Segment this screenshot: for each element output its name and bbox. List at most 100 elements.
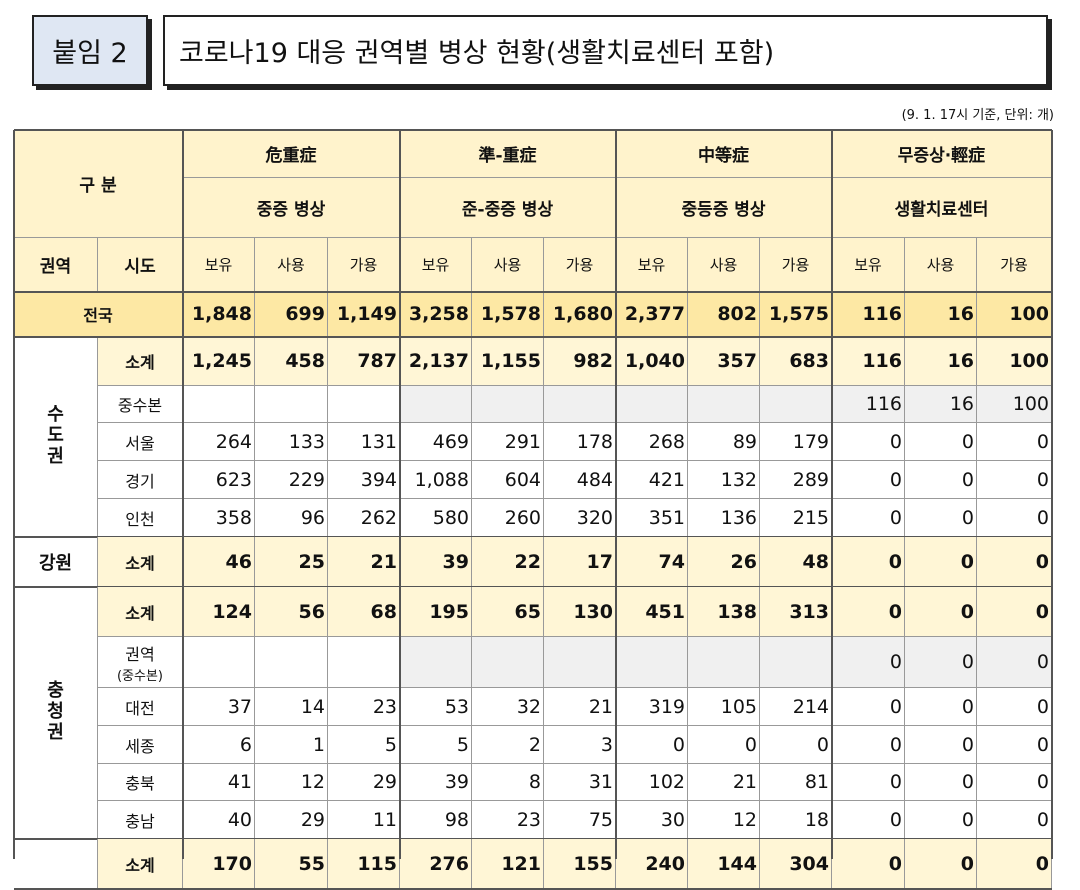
cell: 170 [183,839,255,889]
cell: 136 [688,499,760,537]
province-cell: 중수본 [98,386,183,423]
province-cell: 소계 [98,587,183,637]
sub-header: 준-중증 병상 [400,178,616,238]
province-cell: 소계 [98,839,183,889]
province: 대전 [125,698,155,718]
border-line [399,130,401,859]
border-line [14,129,1052,131]
cell: 29 [328,764,400,801]
cell [616,386,688,423]
cell: 240 [616,839,688,889]
cell: 179 [760,423,832,461]
cell: 32 [472,688,544,726]
cell: 115 [328,839,400,889]
cell: 699 [255,292,328,337]
cell [760,386,832,423]
cell: 451 [616,587,688,637]
cell: 5 [400,726,472,764]
sub-header: 생활치료센터 [832,178,1052,238]
cell: 74 [616,537,688,587]
cell: 75 [544,801,616,839]
group-header: 準-重症 [400,130,616,178]
province: 소계 [125,553,155,573]
cell: 0 [832,461,905,499]
cell: 26 [688,537,760,587]
border-line [14,291,1052,293]
cell: 1,575 [760,292,832,337]
badge: 붙임 2 [32,15,148,86]
table: 구 분 危重症 중증 병상 準-重症 준-중증 병상 中等症 중등증 병상 무증상·輕症 생활치… [13,129,1053,890]
cell: 8 [472,764,544,801]
cell: 1,088 [400,461,472,499]
cell: 116 [832,386,905,423]
cell: 25 [255,537,328,587]
group-header: 危重症 [183,130,400,178]
cell: 31 [544,764,616,801]
cell: 21 [544,688,616,726]
cell [544,637,616,688]
region-cell: 충청권 [14,587,98,839]
cell: 394 [328,461,400,499]
cell: 6 [183,726,255,764]
cell: 96 [255,499,328,537]
column-header: 사용 [688,238,760,292]
border-line [1051,130,1053,859]
province: 소계 [125,855,155,875]
cell [472,386,544,423]
cell [472,637,544,688]
cell: 21 [328,537,400,587]
cell: 982 [544,337,616,386]
province: 소계 [125,353,155,372]
cell [688,637,760,688]
cell: 23 [328,688,400,726]
cell: 357 [688,337,760,386]
cell: 0 [977,637,1052,688]
cell: 116 [832,292,905,337]
key-header: 시도 [98,238,183,292]
province: 충북 [125,774,155,793]
cell: 0 [905,688,977,726]
column-header: 가용 [977,238,1052,292]
row-label: 전국 [14,292,183,337]
cell: 48 [760,537,832,587]
province: 충남 [125,811,155,831]
cell: 484 [544,461,616,499]
cell [328,637,400,688]
cell: 1,155 [472,337,544,386]
cell: 124 [183,587,255,637]
column-header: 가용 [544,238,616,292]
cell: 138 [688,587,760,637]
cell: 0 [905,637,977,688]
column-header: 보유 [183,238,255,292]
cell: 0 [905,537,977,587]
cell: 319 [616,688,688,726]
cell [760,637,832,688]
cell: 46 [183,537,255,587]
cell: 130 [544,587,616,637]
cell: 29 [255,801,328,839]
cell: 580 [400,499,472,537]
province-cell: 권역 (중수본) [98,637,183,688]
province-cell: 세종 [98,726,183,764]
province: 인천 [125,509,155,529]
cell: 276 [400,839,472,889]
cell: 0 [832,499,905,537]
cell: 100 [977,386,1052,423]
cell: 0 [977,587,1052,637]
cell: 229 [255,461,328,499]
cell: 0 [832,587,905,637]
province: 경기 [125,471,155,491]
province-cell: 인천 [98,499,183,537]
cell: 16 [905,337,977,386]
border-line [182,130,184,859]
cell: 1 [255,726,328,764]
cell: 1,848 [183,292,255,337]
cell [328,386,400,423]
region: 충청권 [47,680,64,743]
province-cell: 소계 [98,337,183,386]
cell: 144 [688,839,760,889]
cell: 2,137 [400,337,472,386]
cell [183,386,255,423]
cell: 0 [688,726,760,764]
cell: 89 [688,423,760,461]
